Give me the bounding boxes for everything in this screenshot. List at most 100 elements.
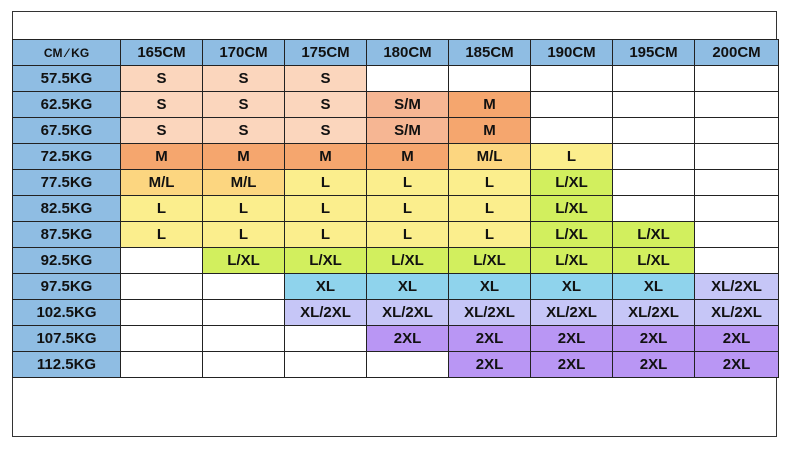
size-cell: L: [120, 195, 203, 222]
size-cell: S: [120, 91, 203, 118]
size-cell: S/M: [366, 91, 449, 118]
size-rows: 57.5KG S S S 62.5KG S S S S/M M 67.5KG S S S S/M M 72.5K…: [12, 65, 779, 378]
size-cell: S: [120, 117, 203, 144]
size-cell: [202, 299, 285, 326]
size-cell: L/XL: [530, 169, 613, 196]
size-cell: 2XL: [612, 351, 695, 378]
size-cell: L/XL: [612, 247, 695, 274]
size-cell: S: [284, 117, 367, 144]
weight-label: 92.5KG: [12, 247, 121, 274]
size-cell: [366, 351, 449, 378]
size-cell: [694, 169, 779, 196]
size-cell: [448, 65, 531, 92]
size-cell: 2XL: [530, 325, 613, 352]
size-cell: XL/2XL: [366, 299, 449, 326]
size-cell: L: [530, 143, 613, 170]
table-row: 77.5KG M/L M/L L L L L/XL: [12, 169, 779, 196]
size-cell: [202, 273, 285, 300]
size-cell: M: [366, 143, 449, 170]
weight-label: 72.5KG: [12, 143, 121, 170]
size-cell: S: [202, 91, 285, 118]
size-cell: [694, 91, 779, 118]
size-cell: L/XL: [284, 247, 367, 274]
corner-label: CM ⁄ KG: [12, 39, 121, 66]
size-cell: L/XL: [366, 247, 449, 274]
size-cell: L: [284, 221, 367, 248]
height-header: 165CM: [120, 39, 203, 66]
size-cell: M: [448, 91, 531, 118]
size-cell: L/XL: [202, 247, 285, 274]
size-cell: 2XL: [448, 325, 531, 352]
height-header: 195CM: [612, 39, 695, 66]
size-cell: 2XL: [448, 351, 531, 378]
weight-label: 67.5KG: [12, 117, 121, 144]
size-cell: [694, 65, 779, 92]
size-cell: [530, 117, 613, 144]
size-cell: M/L: [448, 143, 531, 170]
height-header: 200CM: [694, 39, 779, 66]
size-cell: L/XL: [448, 247, 531, 274]
size-cell: [120, 351, 203, 378]
size-cell: [202, 351, 285, 378]
size-cell: L: [366, 221, 449, 248]
size-cell: [694, 247, 779, 274]
table-row: 87.5KG L L L L L L/XL L/XL: [12, 221, 779, 248]
weight-label: 107.5KG: [12, 325, 121, 352]
size-cell: S: [202, 117, 285, 144]
size-cell: 2XL: [694, 351, 779, 378]
size-cell: L: [284, 169, 367, 196]
size-cell: XL/2XL: [612, 299, 695, 326]
size-cell: L: [448, 195, 531, 222]
table-row: 82.5KG L L L L L L/XL: [12, 195, 779, 222]
size-cell: XL/2XL: [694, 299, 779, 326]
size-cell: [284, 325, 367, 352]
size-cell: M: [448, 117, 531, 144]
size-cell: XL: [448, 273, 531, 300]
size-cell: [120, 273, 203, 300]
size-cell: XL: [612, 273, 695, 300]
weight-label: 82.5KG: [12, 195, 121, 222]
table-row: 72.5KG M M M M M/L L: [12, 143, 779, 170]
size-cell: L: [120, 221, 203, 248]
size-cell: S: [284, 91, 367, 118]
size-cell: S/M: [366, 117, 449, 144]
size-cell: [694, 143, 779, 170]
size-cell: [120, 247, 203, 274]
size-cell: [530, 91, 613, 118]
size-cell: [202, 325, 285, 352]
size-cell: L: [202, 195, 285, 222]
size-cell: M: [284, 143, 367, 170]
size-cell: M/L: [202, 169, 285, 196]
size-cell: S: [120, 65, 203, 92]
height-header: 180CM: [366, 39, 449, 66]
size-cell: XL: [284, 273, 367, 300]
weight-label: 62.5KG: [12, 91, 121, 118]
size-cell: M/L: [120, 169, 203, 196]
size-cell: XL: [530, 273, 613, 300]
size-cell: XL/2XL: [448, 299, 531, 326]
size-cell: [284, 351, 367, 378]
height-header: 175CM: [284, 39, 367, 66]
table-row: 102.5KG XL/2XL XL/2XL XL/2XL XL/2XL XL/2XL XL/…: [12, 299, 779, 326]
size-cell: [120, 325, 203, 352]
size-cell: L/XL: [530, 221, 613, 248]
size-cell: M: [120, 143, 203, 170]
table-row: 107.5KG 2XL 2XL 2XL 2XL 2XL: [12, 325, 779, 352]
size-cell: [694, 117, 779, 144]
size-cell: [120, 299, 203, 326]
size-cell: XL/2XL: [284, 299, 367, 326]
table-row: 67.5KG S S S S/M M: [12, 117, 779, 144]
size-cell: [612, 91, 695, 118]
height-header: 185CM: [448, 39, 531, 66]
weight-label: 97.5KG: [12, 273, 121, 300]
table-row: 92.5KG L/XL L/XL L/XL L/XL L/XL L/XL: [12, 247, 779, 274]
height-header: 190CM: [530, 39, 613, 66]
header-row: CM ⁄ KG 165CM 170CM 175CM 180CM 185CM 190CM 19…: [12, 39, 779, 66]
size-cell: L: [366, 195, 449, 222]
size-cell: L/XL: [530, 195, 613, 222]
size-cell: [612, 65, 695, 92]
size-cell: XL/2XL: [694, 273, 779, 300]
size-cell: L/XL: [530, 247, 613, 274]
size-cell: [694, 195, 779, 222]
size-cell: 2XL: [694, 325, 779, 352]
